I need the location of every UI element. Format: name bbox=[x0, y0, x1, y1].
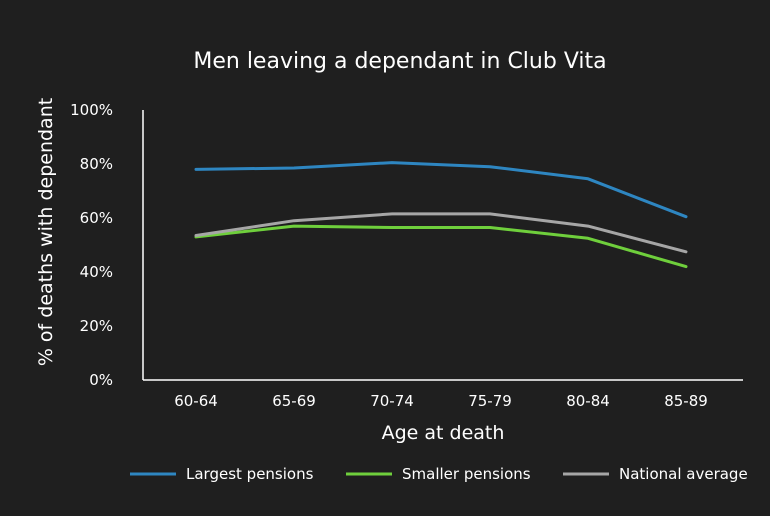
x-tick-label: 75-79 bbox=[468, 392, 512, 410]
y-tick-label: 100% bbox=[70, 101, 113, 119]
legend-label: Largest pensions bbox=[186, 465, 314, 483]
series-line-national-average bbox=[194, 212, 688, 254]
legend-item-largest-pensions: Largest pensions bbox=[130, 465, 314, 483]
legend-label: Smaller pensions bbox=[402, 465, 531, 483]
x-tick-label: 80-84 bbox=[566, 392, 610, 410]
series-line-smaller-pensions bbox=[194, 224, 688, 269]
y-tick-label: 40% bbox=[80, 263, 113, 281]
y-axis-label: % of deaths with dependant bbox=[35, 98, 57, 366]
x-tick-label: 70-74 bbox=[370, 392, 414, 410]
y-tick-label: 80% bbox=[80, 155, 113, 173]
x-axis-label: Age at death bbox=[382, 422, 505, 444]
y-tick-label: 0% bbox=[89, 371, 113, 389]
x-tick-label: 65-69 bbox=[272, 392, 316, 410]
legend-item-smaller-pensions: Smaller pensions bbox=[346, 465, 531, 483]
legend-label: National average bbox=[619, 465, 748, 483]
series-line-largest-pensions bbox=[194, 161, 688, 219]
x-tick-label: 85-89 bbox=[664, 392, 708, 410]
x-tick-label: 60-64 bbox=[174, 392, 218, 410]
chart-title: Men leaving a dependant in Club Vita bbox=[193, 49, 606, 74]
y-tick-label: 60% bbox=[80, 209, 113, 227]
legend-item-national-average: National average bbox=[563, 465, 748, 483]
y-tick-label: 20% bbox=[80, 317, 113, 335]
